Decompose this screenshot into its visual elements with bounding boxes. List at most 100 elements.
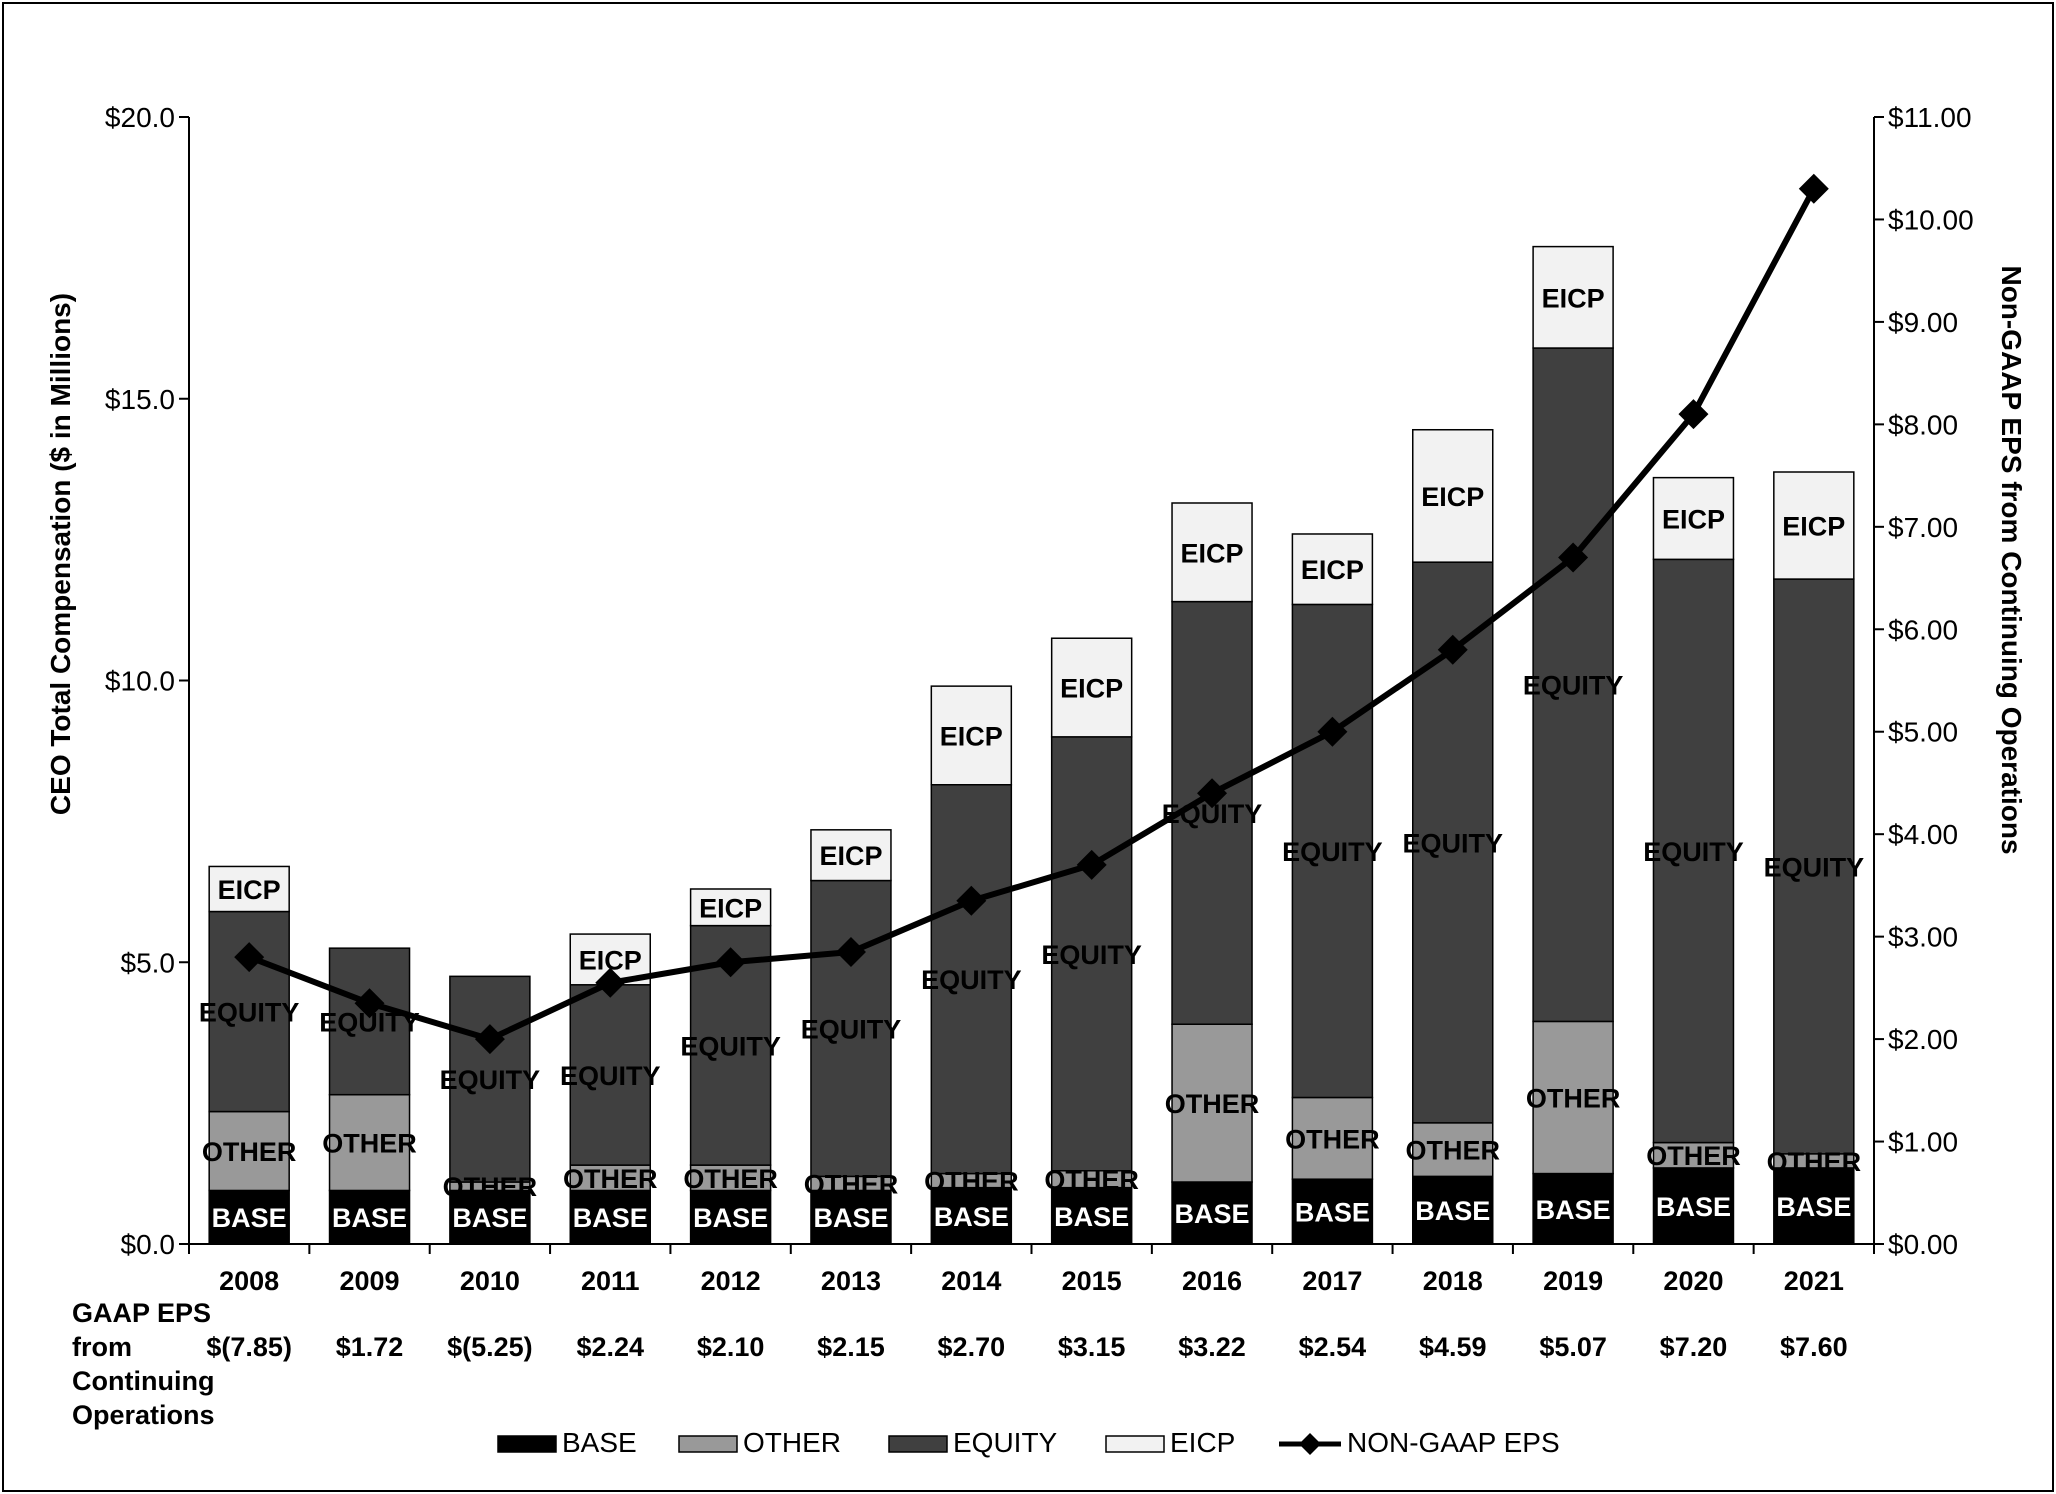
left-tick-label: $20.0	[105, 102, 175, 133]
x-tick-label-2021: 2021	[1784, 1266, 1844, 1296]
gaap-label-line: Continuing	[72, 1366, 214, 1396]
right-tick-label: $9.00	[1888, 307, 1958, 338]
bar-equity-2014	[930, 783, 1013, 1175]
segment-label-base-2008: BASE	[212, 1203, 287, 1233]
bar-eicp-2020	[1652, 476, 1735, 561]
bar-eicp-2013	[810, 829, 892, 882]
segment-label-equity-2013: EQUITY	[801, 1014, 902, 1044]
x-tick-label-2009: 2009	[339, 1266, 399, 1296]
bar-equity-2015	[1050, 736, 1133, 1172]
segment-label-eicp-2016: EICP	[1181, 538, 1244, 568]
legend-label-other: OTHER	[743, 1427, 841, 1458]
segment-label-eicp-2008: EICP	[218, 875, 281, 905]
gaap-value-2017: $2.54	[1299, 1332, 1367, 1362]
eps-marker-2016	[1197, 778, 1228, 809]
segment-label-equity-2014: EQUITY	[921, 965, 1022, 995]
segment-label-eicp-2021: EICP	[1782, 512, 1845, 542]
segment-label-other-2017: OTHER	[1285, 1124, 1380, 1154]
eps-marker-2009	[354, 988, 385, 1019]
segment-label-base-2019: BASE	[1536, 1195, 1611, 1225]
gaap-label-line: from	[72, 1332, 132, 1362]
segment-label-other-2018: OTHER	[1406, 1136, 1501, 1166]
eps-marker-2010	[474, 1024, 505, 1055]
bar-eicp-2018	[1412, 428, 1494, 563]
bar-other-2011	[569, 1164, 651, 1192]
eps-marker-2017	[1317, 716, 1348, 747]
bar-other-2019	[1532, 1020, 1614, 1175]
bar-other-2009	[328, 1093, 411, 1192]
right-tick-label: $1.00	[1888, 1127, 1958, 1158]
bar-base-2010	[449, 1189, 531, 1245]
bar-other-2017	[1291, 1096, 1374, 1180]
bar-other-2008	[208, 1110, 290, 1192]
segment-label-base-2015: BASE	[1054, 1202, 1129, 1232]
segment-label-other-2019: OTHER	[1526, 1083, 1621, 1113]
left-tick-label: $10.0	[105, 666, 175, 697]
segment-label-base-2011: BASE	[573, 1203, 648, 1233]
legend-label-eicp: EICP	[1170, 1427, 1235, 1458]
x-tick-label-2016: 2016	[1182, 1266, 1242, 1296]
segment-labels-layer: BASE OTHER EQUITY EICP BASE OTHER EQUITY BASE OT…	[199, 283, 1864, 1233]
x-tick-label-2010: 2010	[460, 1266, 520, 1296]
segment-label-equity-2017: EQUITY	[1282, 837, 1383, 867]
x-tick-label-2020: 2020	[1663, 1266, 1723, 1296]
segment-label-other-2013: OTHER	[804, 1169, 899, 1199]
x-tick-label-2015: 2015	[1062, 1266, 1122, 1296]
bar-eicp-2015	[1050, 637, 1133, 738]
legend-swatch-base	[497, 1435, 557, 1453]
eps-marker-2013	[835, 937, 866, 968]
gaap-value-2015: $3.15	[1058, 1332, 1126, 1362]
right-tick-label: $11.00	[1888, 102, 1972, 133]
bar-equity-2016	[1171, 600, 1253, 1025]
right-tick-label: $4.00	[1888, 819, 1958, 850]
gaap-value-2011: $2.24	[576, 1332, 644, 1362]
segment-label-equity-2019: EQUITY	[1523, 671, 1624, 701]
bar-base-2015	[1050, 1186, 1133, 1245]
gaap-value-2019: $5.07	[1539, 1332, 1607, 1362]
bar-base-2012	[689, 1189, 772, 1245]
segment-label-other-2011: OTHER	[563, 1164, 658, 1194]
eps-marker-2014	[956, 885, 987, 916]
segment-label-other-2009: OTHER	[322, 1129, 417, 1159]
gaap-value-2014: $2.70	[938, 1332, 1006, 1362]
segment-label-base-2014: BASE	[934, 1202, 1009, 1232]
bar-base-2014	[930, 1186, 1013, 1245]
bar-equity-2013	[810, 879, 892, 1178]
segment-label-base-2012: BASE	[693, 1203, 768, 1233]
segment-label-equity-2012: EQUITY	[680, 1031, 781, 1061]
legend-swatch-eps-marker	[1299, 1433, 1321, 1455]
bar-eicp-2019	[1532, 245, 1614, 349]
bar-base-2016	[1171, 1181, 1253, 1245]
chart-svg: BASE OTHER EQUITY EICP BASE OTHER EQUITY BASE OT…	[45, 102, 2027, 1458]
segment-label-eicp-2018: EICP	[1421, 482, 1484, 512]
bar-base-2008	[208, 1189, 290, 1245]
legend-label-equity: EQUITY	[953, 1427, 1058, 1458]
bar-other-2020	[1652, 1141, 1735, 1169]
eps-line-layer	[234, 173, 1829, 1055]
legend-swatch-equity	[888, 1435, 948, 1453]
segment-label-equity-2015: EQUITY	[1041, 940, 1142, 970]
segment-label-other-2014: OTHER	[924, 1167, 1019, 1197]
legend-swatch-eicp	[1105, 1435, 1165, 1453]
right-tick-label: $0.00	[1888, 1229, 1958, 1260]
right-tick-label: $2.00	[1888, 1024, 1958, 1055]
segment-label-other-2012: OTHER	[683, 1164, 778, 1194]
bar-base-2019	[1532, 1172, 1614, 1245]
right-tick-label: $7.00	[1888, 512, 1958, 543]
segment-label-eicp-2020: EICP	[1662, 504, 1725, 534]
gaap-value-2010: $(5.25)	[447, 1332, 533, 1362]
left-axis-title: CEO Total Compensation ($ in Millions)	[45, 293, 76, 815]
x-tick-label-2013: 2013	[821, 1266, 881, 1296]
bars-layer	[208, 245, 1855, 1245]
gaap-value-2012: $2.10	[697, 1332, 765, 1362]
left-tick-label: $0.0	[121, 1229, 176, 1260]
legend-swatch-other	[678, 1435, 738, 1453]
bar-equity-2017	[1291, 603, 1374, 1099]
right-tick-label: $3.00	[1888, 922, 1958, 953]
x-tick-label-2011: 2011	[581, 1266, 640, 1296]
segment-label-other-2015: OTHER	[1044, 1165, 1139, 1195]
bar-equity-2010	[449, 975, 531, 1183]
segment-label-base-2009: BASE	[332, 1203, 407, 1233]
bar-other-2012	[689, 1164, 772, 1192]
